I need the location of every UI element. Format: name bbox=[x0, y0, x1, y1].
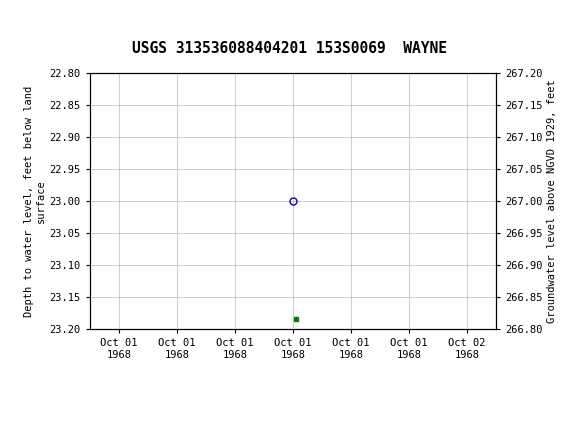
Text: USGS 313536088404201 153S0069  WAYNE: USGS 313536088404201 153S0069 WAYNE bbox=[132, 41, 448, 56]
Text: ▓USGS: ▓USGS bbox=[7, 9, 61, 30]
Y-axis label: Depth to water level, feet below land
surface: Depth to water level, feet below land su… bbox=[24, 86, 45, 316]
Legend: Period of approved data: Period of approved data bbox=[202, 428, 383, 430]
Y-axis label: Groundwater level above NGVD 1929, feet: Groundwater level above NGVD 1929, feet bbox=[546, 79, 557, 323]
